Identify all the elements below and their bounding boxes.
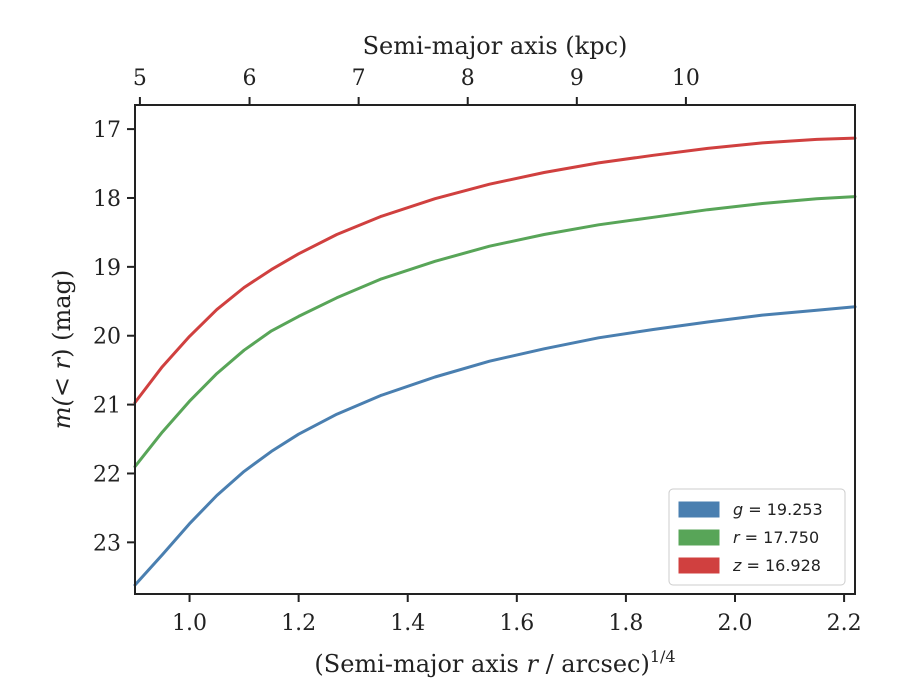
y-tick-label: 17 [93,118,121,143]
top-tick-label: 8 [461,66,475,91]
x-axis-title: (Semi-major axis r / arcsec)1/4 [314,647,675,678]
y-axis-title-pre: m(< [48,369,76,429]
x-tick-label: 1.8 [608,611,643,636]
y-tick-label: 19 [93,256,121,281]
y-tick-label: 23 [93,531,121,556]
legend-swatch-z [678,557,720,574]
series-line-z [133,136,857,404]
y-tick-label: 20 [93,325,121,350]
top-axis-title: Semi-major axis (kpc) [363,32,628,60]
legend-swatch-r [678,529,720,546]
legend-swatch-g [678,501,720,518]
series-line-r [133,195,857,469]
legend-var: g [733,500,748,519]
legend-value: = 19.253 [748,500,822,519]
x-tick-label: 1.2 [281,611,316,636]
legend-value: = 17.750 [745,528,819,547]
y-axis-title: m(< r) (mag) [48,270,76,430]
axes-frame [134,104,856,595]
x-axis-title-pre: (Semi-major axis [314,650,526,678]
series-line-g [133,305,857,587]
ticks-layer: 1.0 1.2 1.4 1.6 1.8 2.0 2.2 17 18 19 20 21 22 23 5 6 7 8 9… [93,66,862,636]
top-tick-label: 9 [570,66,584,91]
x-axis-title-var: r [526,650,539,678]
x-tick-label: 2.0 [718,611,753,636]
legend-label-r: r = 17.750 [733,528,819,547]
y-axis-title-post: ) (mag) [48,270,76,358]
series-layer [133,136,857,587]
x-axis-title-sup: 1/4 [650,647,676,666]
y-axis-title-var: r [48,356,76,369]
legend-var: r [733,528,745,547]
top-tick-label: 7 [352,66,366,91]
top-tick-label: 5 [133,66,147,91]
x-tick-label: 2.2 [827,611,862,636]
x-tick-label: 1.4 [390,611,425,636]
top-tick-label: 6 [243,66,257,91]
legend-var: z [732,556,746,575]
x-tick-label: 1.0 [172,611,207,636]
top-tick-label: 10 [672,66,700,91]
y-tick-label: 21 [93,394,121,419]
legend-value: = 16.928 [746,556,820,575]
legend-label-g: g = 19.253 [733,500,823,519]
y-tick-label: 18 [93,187,121,212]
y-tick-label: 22 [93,462,121,487]
legend-label-z: z = 16.928 [732,556,821,575]
x-tick-label: 1.6 [499,611,534,636]
x-axis-title-post: / arcsec) [538,650,650,678]
